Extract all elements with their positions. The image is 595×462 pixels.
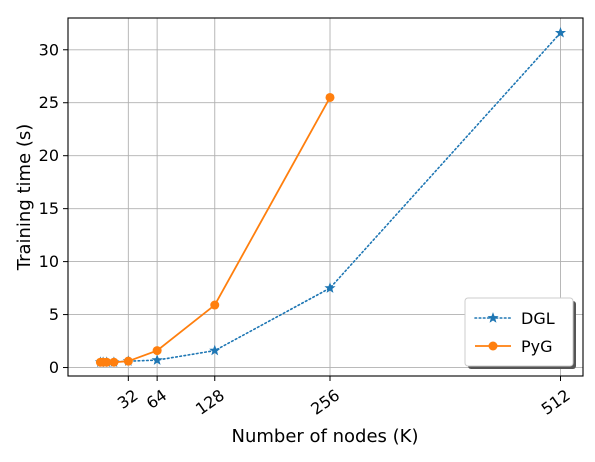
pyg-point <box>210 300 220 310</box>
dgl-point <box>324 282 336 293</box>
pyg-point <box>152 346 162 356</box>
legend-box <box>464 297 574 367</box>
x-tick-label: 512 <box>538 386 574 419</box>
grid-lines <box>68 18 583 376</box>
legend: DGL PyG <box>464 297 576 369</box>
y-tick-label: 25 <box>39 93 59 112</box>
x-axis-label: Number of nodes (K) <box>232 426 419 447</box>
pyg-point <box>123 356 133 366</box>
x-tick-label: 32 <box>114 386 142 413</box>
y-tick-label: 0 <box>49 358 59 377</box>
y-tick-label: 15 <box>39 199 59 218</box>
y-tick-label: 30 <box>39 40 59 59</box>
dgl-point <box>151 354 163 365</box>
x-tick-label: 128 <box>192 386 228 419</box>
y-tick-label: 20 <box>39 146 59 165</box>
x-tick-label: 64 <box>143 386 171 413</box>
legend-pyg-marker <box>488 341 498 351</box>
x-tick-label: 256 <box>307 386 343 419</box>
y-tick-label: 10 <box>39 252 59 271</box>
dgl-point <box>209 344 221 356</box>
dgl-point <box>554 26 567 38</box>
pyg-point <box>102 357 112 367</box>
plot-frame <box>67 17 584 377</box>
legend-pyg-label: PyG <box>521 337 553 356</box>
legend-dgl-marker <box>487 312 499 323</box>
y-tick-label: 5 <box>49 305 59 324</box>
y-axis-label: Training time (s) <box>14 124 35 272</box>
pyg-point <box>325 92 335 102</box>
pyg-point <box>109 357 119 367</box>
data-series <box>94 26 567 367</box>
legend-dgl-label: DGL <box>521 309 555 328</box>
